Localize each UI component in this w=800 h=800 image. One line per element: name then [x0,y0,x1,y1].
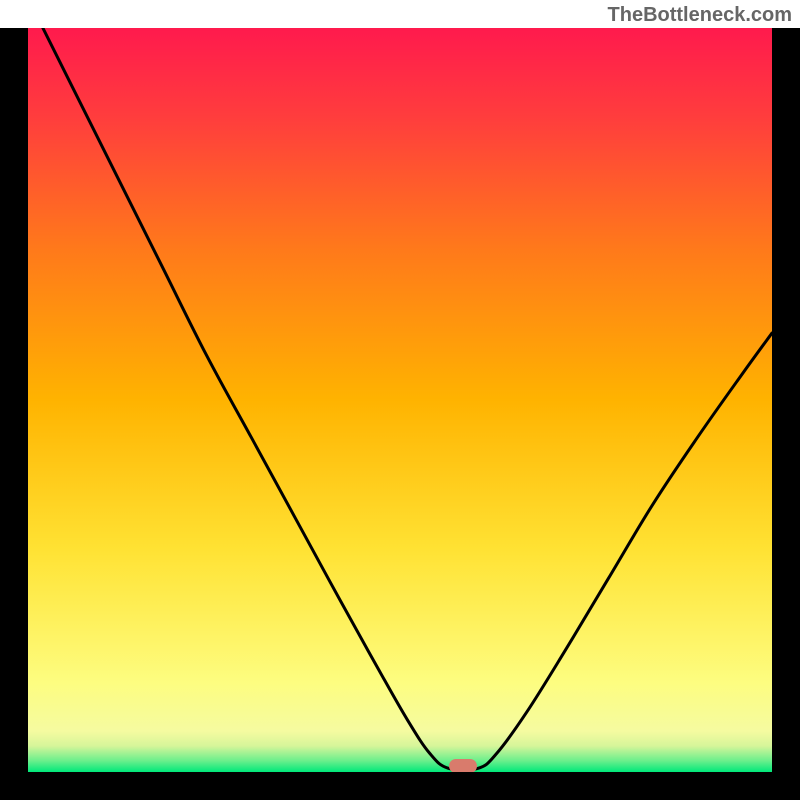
optimum-marker [449,759,477,772]
bottleneck-curve [28,28,772,772]
watermark-text: TheBottleneck.com [0,0,800,28]
chart-plot-area [0,28,800,800]
